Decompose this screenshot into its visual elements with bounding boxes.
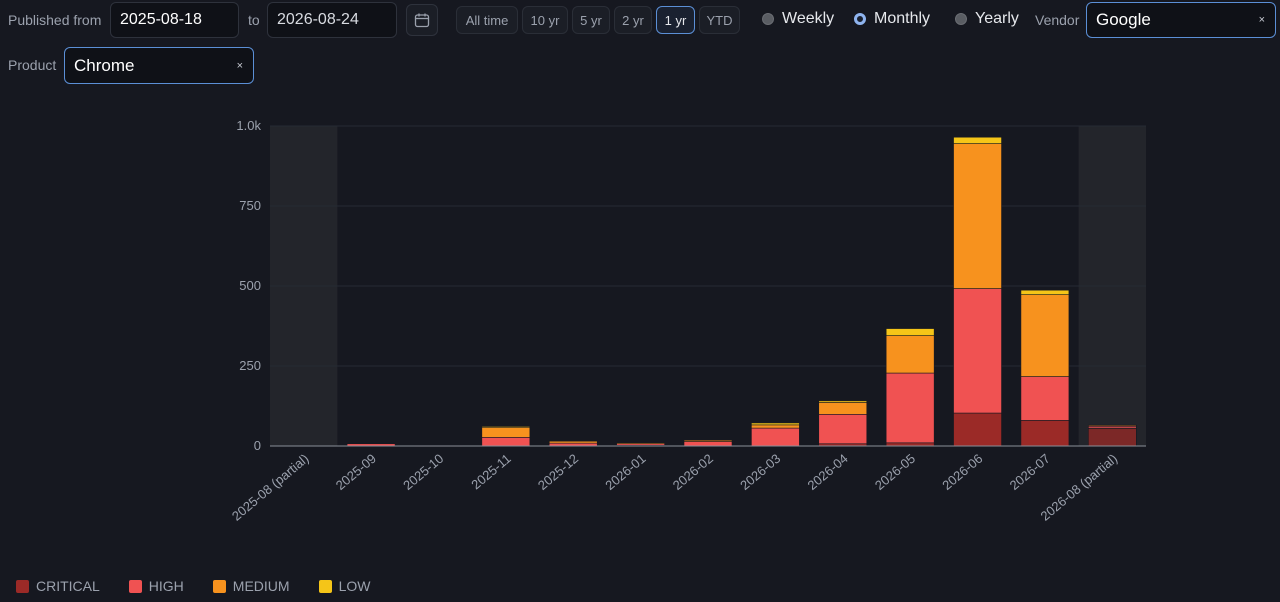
x-tick-label: 2025-12	[535, 451, 581, 493]
x-tick-label: 2026-01	[602, 451, 648, 493]
x-tick-label: 2025-09	[333, 451, 379, 493]
radio-label: Monthly	[874, 10, 931, 27]
legend-label-high: HIGH	[148, 578, 184, 594]
legend-label-low: LOW	[338, 578, 371, 594]
legend-swatch-critical	[16, 579, 29, 593]
x-tick-label: 2026-05	[872, 451, 918, 493]
from-date-input[interactable]: 2025-08-18	[110, 2, 239, 38]
range-all-time-button[interactable]: All time	[456, 6, 518, 34]
legend-item-low[interactable]: LOW	[318, 578, 371, 594]
bar-segment-medium	[1020, 294, 1070, 377]
bar-segment-medium	[616, 442, 665, 445]
bar-segment-medium	[548, 440, 598, 444]
legend-item-critical[interactable]: CRITICAL	[16, 578, 100, 594]
bar-segment-medium	[818, 402, 868, 415]
y-tick-label: 1.0k	[236, 118, 261, 133]
bar-segment-low	[751, 422, 800, 426]
y-tick-label: 250	[239, 358, 261, 373]
bar-segment-low	[1020, 289, 1070, 295]
to-date-input[interactable]: 2026-08-24	[267, 2, 397, 38]
product-select[interactable]: Chrome ×	[64, 47, 254, 84]
bar-segment-high	[481, 437, 531, 447]
x-tick-label: 2026-03	[737, 451, 783, 493]
x-tick-label: 2026-02	[670, 451, 716, 493]
chart-legend: CRITICAL HIGH MEDIUM LOW	[16, 578, 399, 594]
product-clear-icon[interactable]: ×	[236, 59, 243, 72]
bar-segment-medium	[683, 439, 733, 442]
legend-label-medium: MEDIUM	[232, 578, 290, 594]
published-from-label: Published from	[8, 12, 102, 28]
vendor-clear-icon[interactable]: ×	[1258, 14, 1265, 26]
from-date-value: 2025-08-18	[120, 11, 202, 28]
radio-label: Yearly	[975, 10, 1019, 27]
radio-dot	[762, 13, 774, 25]
y-tick-label: 750	[239, 198, 261, 213]
range-ytd-button[interactable]: YTD	[699, 6, 740, 34]
legend-swatch-low	[318, 579, 332, 593]
granularity-weekly-radio[interactable]: Weekly	[762, 10, 834, 28]
to-date-value: 2026-08-24	[277, 11, 359, 28]
x-tick-label: 2026-04	[805, 451, 851, 493]
x-tick-label: 2026-07	[1007, 451, 1053, 493]
vendor-value: Google	[1096, 10, 1151, 29]
bar-segment-high	[751, 427, 800, 447]
granularity-yearly-radio[interactable]: Yearly	[955, 10, 1019, 28]
legend-swatch-medium	[212, 579, 226, 593]
radio-label: Weekly	[782, 10, 835, 27]
bar-segment-critical	[1020, 420, 1070, 447]
x-tick-label: 2025-08 (partial)	[229, 451, 312, 524]
vendor-select[interactable]: Google ×	[1086, 2, 1276, 38]
range-2yr-button[interactable]: 2 yr	[614, 6, 652, 34]
x-tick-label: 2025-11	[468, 451, 513, 493]
x-tick-label: 2025-10	[400, 451, 446, 493]
severity-bar-chart: 0 250 500 750 1.0k 2025-08 (partial) 2025-09 20…	[229, 118, 1146, 524]
product-value: Chrome	[74, 55, 135, 75]
y-tick-label: 500	[239, 278, 261, 293]
legend-label-critical: CRITICAL	[36, 578, 100, 594]
legend-item-medium[interactable]: MEDIUM	[212, 578, 290, 594]
bar-segment-high	[885, 372, 935, 444]
y-tick-label: 0	[254, 438, 261, 453]
bar-segment-medium	[481, 426, 531, 438]
bar-segment-high	[1020, 376, 1070, 421]
range-1yr-button[interactable]: 1 yr	[656, 6, 695, 34]
radio-dot	[854, 13, 866, 25]
bar-segment-low	[885, 328, 935, 336]
bar-segment-medium	[1088, 424, 1137, 427]
range-10yr-button[interactable]: 10 yr	[522, 6, 568, 34]
range-5yr-button[interactable]: 5 yr	[572, 6, 610, 34]
legend-item-high[interactable]: HIGH	[128, 578, 184, 594]
vendor-label: Vendor	[1035, 12, 1080, 28]
bar-segment-low	[953, 136, 1002, 144]
bar-segment-medium	[751, 424, 800, 429]
bar-segment-high	[683, 441, 733, 447]
x-tick-label: 2026-06	[939, 451, 985, 493]
bar-segment-low	[818, 400, 868, 403]
bar-segment-critical	[953, 412, 1002, 447]
bar-segment-low	[481, 426, 531, 428]
bar-segment-medium	[953, 143, 1002, 289]
calendar-button[interactable]	[406, 4, 438, 36]
calendar-icon	[414, 13, 430, 28]
product-label: Product	[8, 57, 57, 73]
to-label: to	[248, 12, 260, 28]
bar-segment-medium	[885, 335, 935, 374]
legend-swatch-high	[128, 579, 142, 593]
bar-segment-critical	[1088, 428, 1137, 447]
bar-segment-high	[953, 288, 1002, 414]
radio-dot	[955, 13, 967, 25]
bar-segment-high	[818, 414, 868, 445]
granularity-monthly-radio[interactable]: Monthly	[854, 10, 930, 28]
